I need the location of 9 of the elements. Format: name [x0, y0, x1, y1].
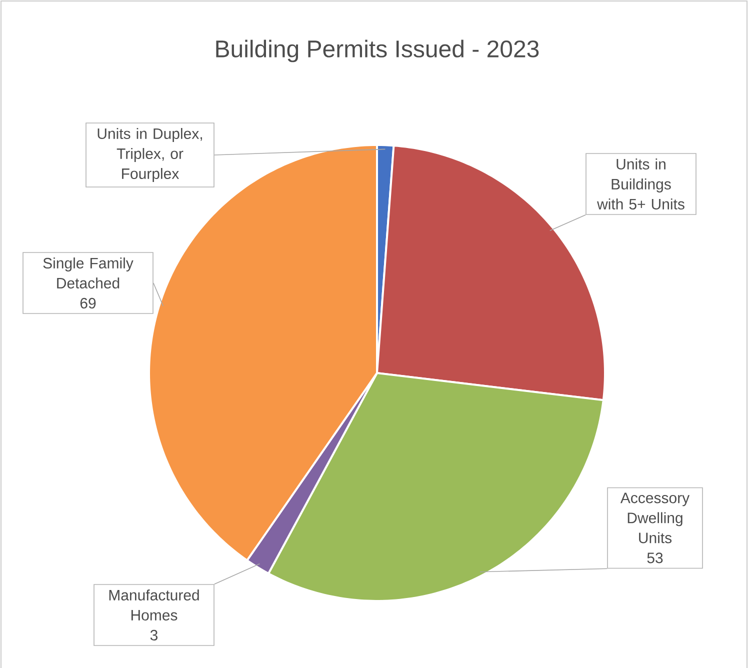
data-label: 3 — [150, 630, 158, 640]
chart-title: Building Permits Issued - 2023 — [216, 40, 539, 62]
data-label: 69 — [80, 298, 96, 308]
slice-label: Manufactured Homes — [109, 589, 199, 620]
slice-label: Units in Duplex, Triplex, or Fourplex — [98, 128, 202, 182]
slice-label: Single Family Detached — [43, 257, 134, 288]
data-label: 53 — [647, 552, 663, 563]
slice-label: Accessory Dwelling Units — [620, 492, 690, 543]
slice-label: Units in Buildings with 5+ Units — [597, 158, 684, 210]
